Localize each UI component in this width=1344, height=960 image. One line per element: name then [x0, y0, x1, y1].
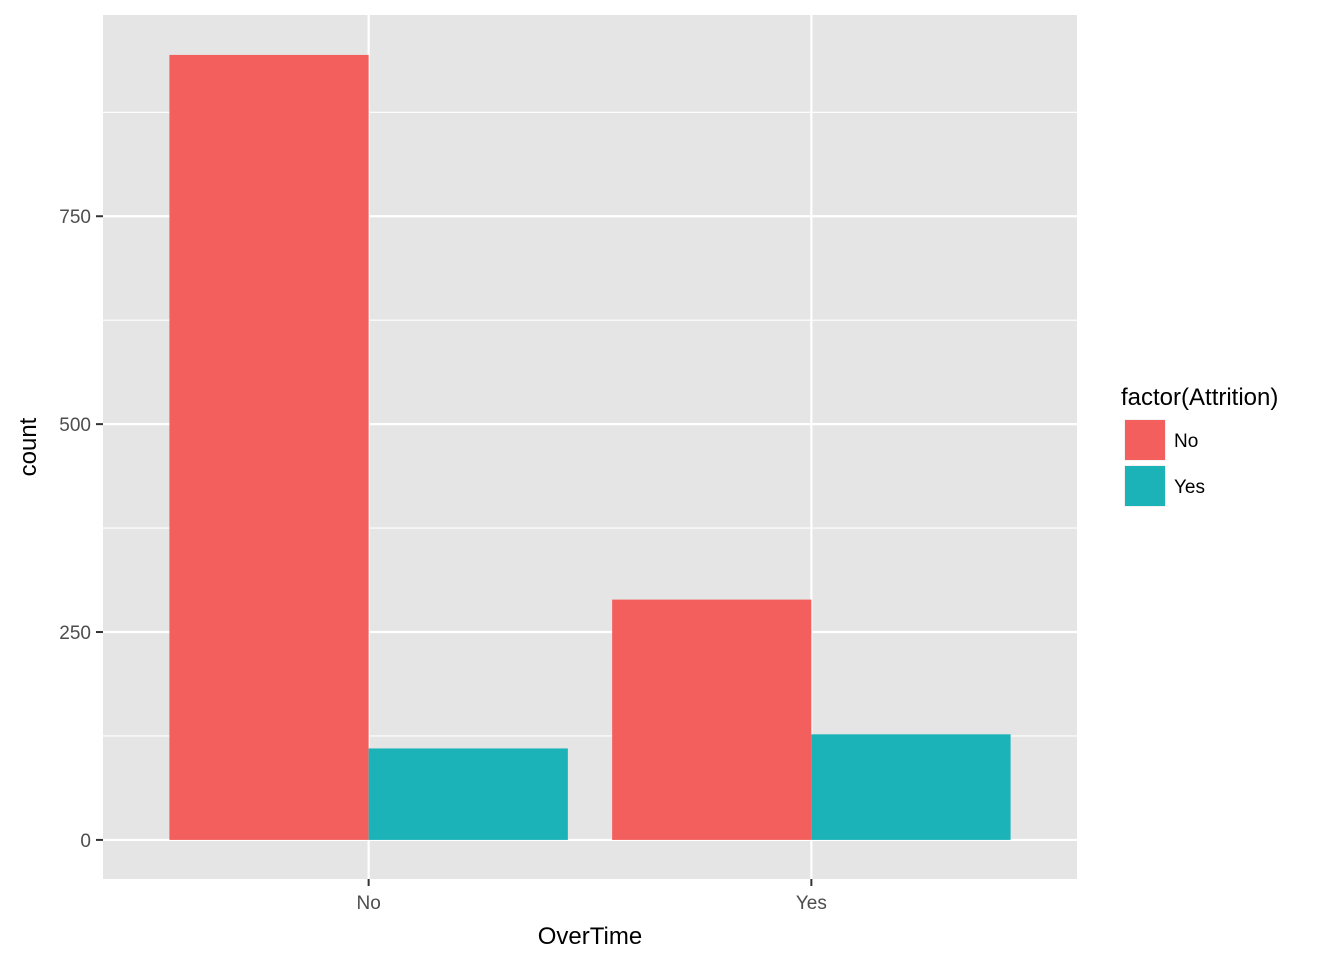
- x-axis-title: OverTime: [538, 923, 642, 950]
- bar-no-yes: [368, 748, 568, 840]
- legend: factor(Attrition) No Yes: [1121, 384, 1278, 507]
- y-tick-label: 250: [59, 623, 91, 644]
- x-axis: No Yes: [356, 879, 827, 914]
- bar-yes-yes: [811, 734, 1011, 840]
- y-axis-title: count: [15, 417, 42, 476]
- x-tick-label: No: [356, 893, 380, 914]
- legend-label-no: No: [1174, 431, 1198, 452]
- y-tick-label: 0: [80, 831, 91, 852]
- legend-title: factor(Attrition): [1121, 384, 1278, 411]
- legend-label-yes: Yes: [1174, 477, 1205, 498]
- x-tick-label: Yes: [796, 893, 827, 914]
- bar-yes-no: [612, 599, 812, 840]
- y-tick-label: 750: [59, 207, 91, 228]
- bars: [169, 54, 1011, 840]
- bar-no-no: [169, 54, 369, 840]
- y-tick-label: 500: [59, 415, 91, 436]
- legend-swatch-yes: [1125, 466, 1165, 506]
- legend-swatch-no: [1125, 420, 1165, 460]
- y-axis: 0 250 500 750: [59, 207, 103, 852]
